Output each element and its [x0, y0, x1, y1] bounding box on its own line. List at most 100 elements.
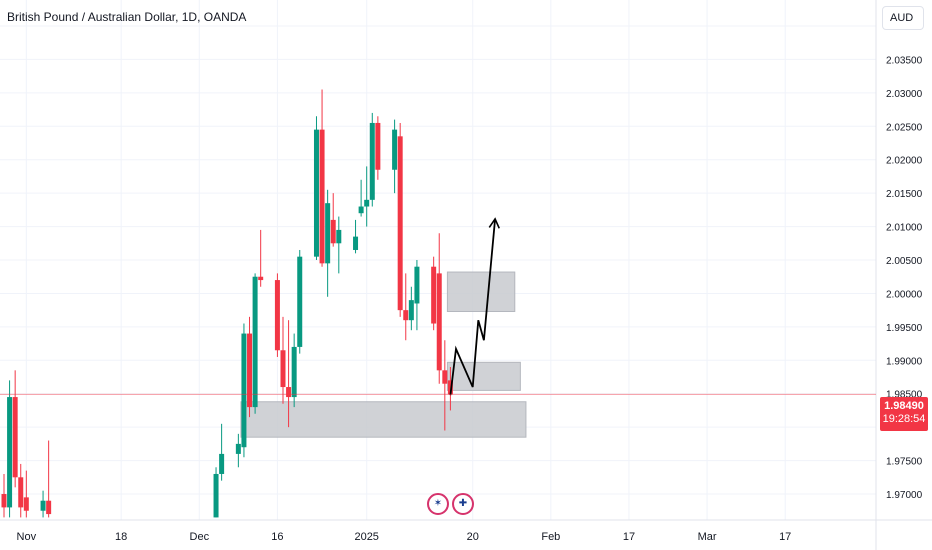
candle	[12, 370, 18, 488]
candle-body	[392, 129, 398, 170]
candle-body	[23, 497, 29, 511]
y-tick-label: 2.02000	[886, 156, 923, 167]
chart-title: British Pound / Australian Dollar, 1D, O…	[7, 10, 247, 24]
candle-body	[369, 122, 375, 200]
x-tick-label: 17	[623, 531, 635, 543]
x-tick-label: Mar	[698, 531, 717, 543]
candle-body	[18, 477, 24, 508]
x-tick-label: 18	[115, 531, 127, 543]
candle	[252, 273, 258, 414]
candle-body	[7, 397, 13, 508]
y-tick-label: 2.00500	[886, 256, 923, 267]
candle-body	[297, 256, 303, 347]
candle	[280, 316, 286, 404]
candle	[353, 219, 359, 254]
y-tick-label: 2.00000	[886, 289, 923, 300]
x-tick-label: 17	[779, 531, 791, 543]
y-tick-label: 1.98500	[886, 390, 923, 401]
candle-body	[408, 300, 414, 321]
candle-body	[330, 219, 336, 244]
candle-body	[325, 203, 331, 264]
candle-body	[436, 273, 442, 371]
currency-selector[interactable]: AUD	[882, 6, 924, 30]
flag-gb-icon[interactable]: ✚	[452, 493, 474, 515]
candle-body	[12, 397, 18, 478]
candle	[369, 112, 375, 207]
candle-body	[397, 136, 403, 311]
candle	[23, 470, 29, 518]
candle-body	[353, 236, 359, 250]
candle-body	[319, 129, 325, 264]
x-tick-label: 16	[271, 531, 283, 543]
x-tick-label: Dec	[190, 531, 210, 543]
candle	[274, 273, 280, 357]
candle-body	[219, 453, 225, 474]
candle	[319, 89, 325, 267]
candle-body	[1, 494, 7, 508]
y-tick-label: 1.99000	[886, 356, 923, 367]
candle	[1, 473, 7, 518]
candle	[397, 122, 403, 317]
candle-countdown: 19:28:54	[882, 413, 926, 425]
zones-layer	[240, 271, 527, 438]
candle	[436, 233, 442, 384]
candle	[297, 249, 303, 354]
candle	[241, 323, 247, 458]
candle-body	[313, 129, 319, 257]
x-tick-label: Feb	[541, 531, 560, 543]
candle	[235, 433, 241, 468]
zone-box	[240, 401, 527, 438]
candle-body	[274, 280, 280, 351]
y-tick-label: 2.02500	[886, 122, 923, 133]
time-axis[interactable]: Nov 18 Dec 16 2025 20 Feb 17 Mar 17	[17, 531, 792, 543]
y-tick-label: 1.97000	[886, 490, 923, 501]
candle-body	[46, 500, 52, 515]
projection-path	[449, 217, 500, 396]
y-tick-label: 2.01500	[886, 189, 923, 200]
candle-body	[375, 122, 381, 170]
y-tick-label: 2.03000	[886, 89, 923, 100]
y-tick-label: 1.99500	[886, 323, 923, 334]
candle	[291, 333, 297, 408]
x-tick-label: 20	[467, 531, 479, 543]
candle-body	[336, 229, 342, 244]
candle-body	[414, 266, 420, 304]
candle	[403, 273, 409, 341]
candle-body	[247, 333, 253, 408]
candle-body	[403, 310, 409, 321]
candle	[46, 440, 52, 518]
zone-box	[446, 271, 516, 312]
x-tick-label: 2025	[354, 531, 378, 543]
candle	[431, 256, 437, 331]
last-price-value: 1.98490	[884, 400, 924, 412]
candle	[336, 216, 342, 274]
x-tick-label: Nov	[17, 531, 37, 543]
projection-layer	[449, 217, 500, 396]
candle	[219, 423, 225, 481]
candles-layer	[1, 89, 453, 518]
candle	[408, 286, 414, 331]
candle-body	[364, 199, 370, 207]
candle-body	[280, 350, 286, 388]
last-price-tag: 1.98490 19:28:54	[880, 397, 928, 431]
flag-au-icon[interactable]: ✶	[427, 493, 449, 515]
candle	[442, 340, 448, 431]
candle-body	[358, 206, 364, 214]
y-tick-label: 2.03500	[886, 55, 923, 66]
candle-body	[235, 443, 241, 454]
y-tick-label: 2.01000	[886, 223, 923, 234]
candle-body	[213, 473, 219, 518]
y-tick-label: 1.97500	[886, 457, 923, 468]
candle	[392, 119, 398, 194]
candle	[325, 189, 331, 297]
zone-box	[446, 361, 521, 391]
candle-body	[286, 387, 292, 398]
candle	[358, 179, 364, 217]
candle-body	[258, 276, 264, 281]
candle-body	[431, 266, 437, 324]
candle	[247, 316, 253, 418]
candle-body	[291, 346, 297, 398]
candle-body	[442, 370, 448, 384]
